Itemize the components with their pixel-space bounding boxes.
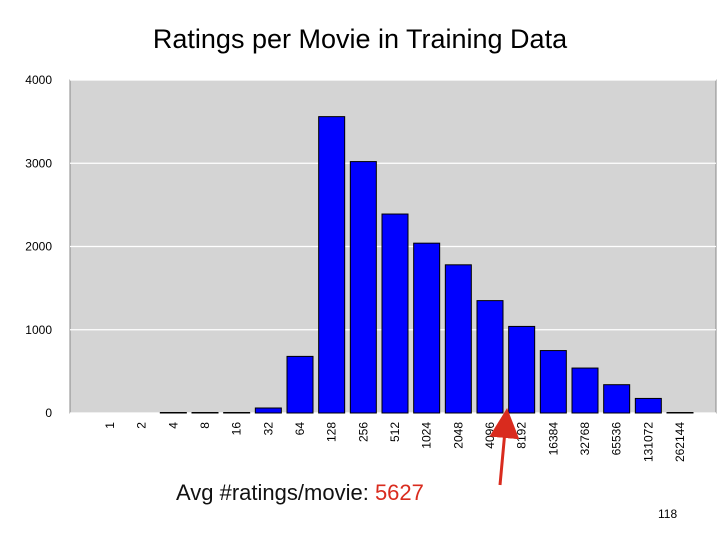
y-tick-label: 0 (45, 406, 52, 420)
bar-512 (381, 213, 409, 414)
x-tick-label: 4 (166, 422, 180, 429)
bar-1024 (413, 242, 441, 414)
x-tick-label: 32768 (578, 422, 592, 456)
x-tick-label: 8 (198, 422, 212, 429)
y-tick-label: 1000 (25, 323, 52, 337)
x-tick-label: 512 (388, 422, 402, 442)
bar-32 (254, 407, 282, 414)
page-title: Ratings per Movie in Training Data (152, 24, 568, 54)
average-ratings-value: 5627 (374, 480, 424, 505)
x-tick-label: 1024 (420, 422, 434, 449)
x-tick-label: 2048 (451, 422, 465, 449)
bar-32768 (571, 367, 599, 414)
bar-128 (318, 116, 346, 414)
bar-8192 (508, 325, 536, 414)
x-tick-label: 256 (356, 422, 370, 442)
x-tick-label: 16 (230, 422, 244, 436)
x-tick-label: 64 (293, 422, 307, 436)
bar-16384 (539, 350, 567, 414)
y-tick-label: 2000 (25, 240, 52, 254)
x-tick-label: 262144 (673, 422, 687, 462)
page-number: 118 (658, 507, 678, 521)
bar-64 (286, 355, 314, 414)
bar-4096 (476, 300, 504, 414)
y-tick-label: 4000 (25, 73, 52, 87)
y-tick-label: 3000 (25, 156, 52, 170)
x-tick-label: 2 (135, 422, 149, 429)
x-tick-label: 4096 (483, 422, 497, 449)
x-tick-label: 128 (325, 422, 339, 442)
x-tick-label: 1 (103, 422, 117, 429)
bar-2048 (444, 264, 472, 414)
x-tick-label: 8192 (515, 422, 529, 449)
bar-65536 (603, 384, 631, 414)
arrow-icon (489, 408, 520, 486)
bar-256 (349, 161, 377, 414)
bar-131072 (634, 397, 662, 414)
x-tick-label: 65536 (610, 422, 624, 456)
average-ratings-note: Avg #ratings/movie: 5627 (176, 480, 424, 506)
x-tick-label: 32 (261, 422, 275, 436)
x-tick-label: 131072 (641, 422, 655, 462)
average-ratings-label: Avg #ratings/movie: (176, 480, 369, 505)
x-tick-label: 16384 (546, 422, 560, 456)
